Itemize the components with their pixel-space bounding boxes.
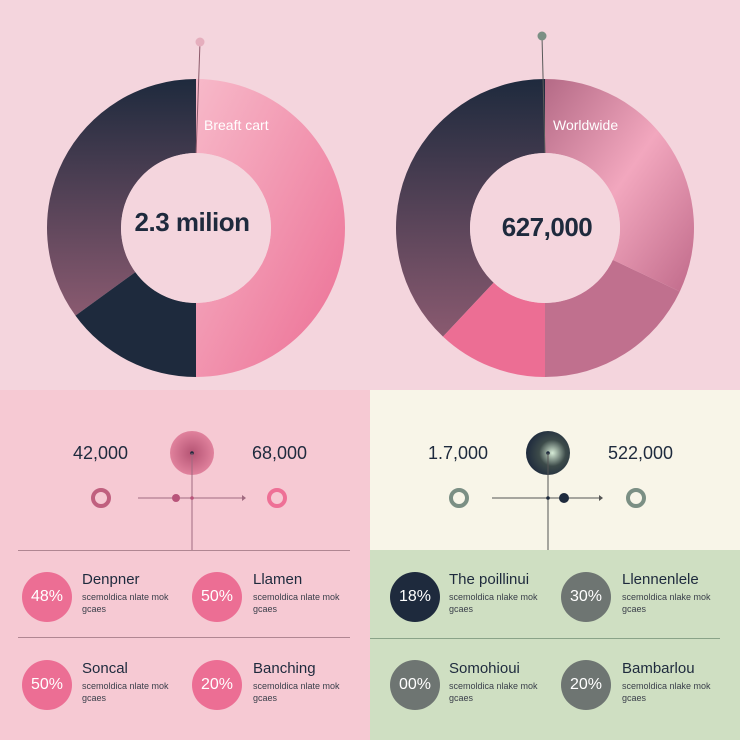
donut-center-label-2: 627,000 bbox=[457, 212, 637, 243]
donut-charts bbox=[0, 0, 740, 390]
stat-left-value: 1.7,000 bbox=[428, 443, 488, 464]
item-title: Bambarlou bbox=[622, 660, 695, 677]
donut-center-label-1: 2.3 milion bbox=[102, 207, 282, 238]
divider bbox=[18, 637, 350, 638]
item-title: Llamen bbox=[253, 571, 302, 588]
percent-badge: 20% bbox=[192, 660, 242, 710]
percent-badge: 30% bbox=[561, 572, 611, 622]
donut-caption-2: Worldwide bbox=[553, 117, 618, 133]
percent-badge: 50% bbox=[192, 572, 242, 622]
item-title: The poillinui bbox=[449, 571, 529, 588]
item-title: Soncal bbox=[82, 660, 128, 677]
indicator-dot bbox=[196, 38, 205, 47]
divider bbox=[370, 638, 720, 639]
item-description: scemoldica nlake mok gcaes bbox=[449, 680, 559, 704]
ring-icon bbox=[628, 490, 644, 506]
percent-badge: 00% bbox=[390, 660, 440, 710]
donut-caption-1: Breaft cart bbox=[204, 117, 269, 133]
item-title: Llennenlele bbox=[622, 571, 699, 588]
item-title: Banching bbox=[253, 660, 316, 677]
item-description: scemoldica nlake mok gcaes bbox=[622, 680, 732, 704]
stat-left-value: 42,000 bbox=[73, 443, 128, 464]
connector-graphic-right bbox=[370, 390, 740, 550]
divider bbox=[18, 550, 350, 551]
indicator-dot bbox=[538, 32, 547, 41]
item-title: Denpner bbox=[82, 571, 140, 588]
item-description: scemoldica nlate mok gcaes bbox=[82, 680, 192, 704]
stat-right-value: 68,000 bbox=[252, 443, 307, 464]
ring-icon bbox=[269, 490, 285, 506]
item-description: scemoldica nlake mok gcaes bbox=[622, 591, 732, 615]
item-title: Somohioui bbox=[449, 660, 520, 677]
item-description: scemoldica nlate mok gcaes bbox=[253, 591, 363, 615]
ring-icon bbox=[93, 490, 109, 506]
percent-badge: 50% bbox=[22, 660, 72, 710]
item-description: scemoldica nlate mok gcaes bbox=[253, 680, 363, 704]
percent-badge: 20% bbox=[561, 660, 611, 710]
percent-badge: 48% bbox=[22, 572, 72, 622]
stat-right-value: 522,000 bbox=[608, 443, 673, 464]
top-panel: Breaft cart Worldwide 2.3 milion 627,000 bbox=[0, 0, 740, 390]
ring-icon bbox=[451, 490, 467, 506]
item-description: scemoldica nlake mok gcaes bbox=[449, 591, 559, 615]
percent-badge: 18% bbox=[390, 572, 440, 622]
stats-panel-right: 1.7,000 522,000 bbox=[370, 390, 740, 550]
item-description: scemoldica nlate mok gcaes bbox=[82, 591, 192, 615]
